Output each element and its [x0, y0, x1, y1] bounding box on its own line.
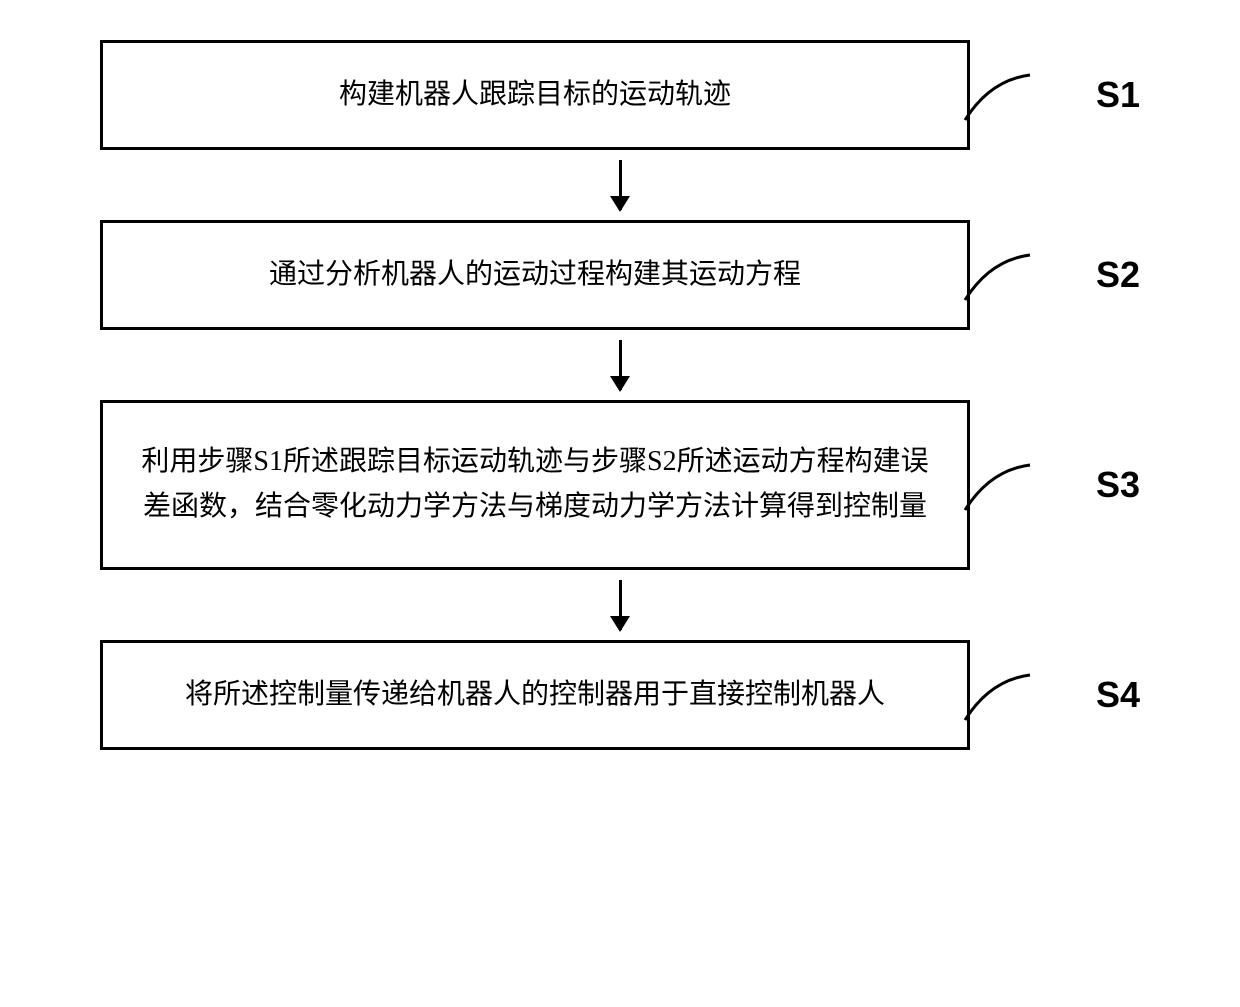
arrow-down-icon [619, 580, 622, 630]
curve-connector-icon [960, 245, 1050, 305]
flowchart-container: 构建机器人跟踪目标的运动轨迹 S1 通过分析机器人的运动过程构建其运动方程 S2… [100, 40, 1140, 750]
step-text: 构建机器人跟踪目标的运动轨迹 [339, 73, 731, 118]
label-container-s4: S4 [970, 674, 1140, 716]
step-row-s1: 构建机器人跟踪目标的运动轨迹 S1 [100, 40, 1140, 150]
label-container-s2: S2 [970, 254, 1140, 296]
step-text: 利用步骤S1所述跟踪目标运动轨迹与步骤S2所述运动方程构建误差函数，结合零化动力… [133, 440, 937, 530]
label-container-s1: S1 [970, 74, 1140, 116]
step-label: S3 [1096, 464, 1140, 506]
step-label: S2 [1096, 254, 1140, 296]
step-row-s4: 将所述控制量传递给机器人的控制器用于直接控制机器人 S4 [100, 640, 1140, 750]
step-box-s2: 通过分析机器人的运动过程构建其运动方程 [100, 220, 970, 330]
arrow-container [185, 330, 1055, 400]
arrow-down-icon [619, 160, 622, 210]
curve-connector-icon [960, 665, 1050, 725]
arrow-container [185, 150, 1055, 220]
step-label: S4 [1096, 674, 1140, 716]
step-box-s4: 将所述控制量传递给机器人的控制器用于直接控制机器人 [100, 640, 970, 750]
curve-connector-icon [960, 65, 1050, 125]
step-box-s3: 利用步骤S1所述跟踪目标运动轨迹与步骤S2所述运动方程构建误差函数，结合零化动力… [100, 400, 970, 570]
step-box-s1: 构建机器人跟踪目标的运动轨迹 [100, 40, 970, 150]
step-label: S1 [1096, 74, 1140, 116]
step-row-s3: 利用步骤S1所述跟踪目标运动轨迹与步骤S2所述运动方程构建误差函数，结合零化动力… [100, 400, 1140, 570]
arrow-down-icon [619, 340, 622, 390]
curve-connector-icon [960, 455, 1050, 515]
step-row-s2: 通过分析机器人的运动过程构建其运动方程 S2 [100, 220, 1140, 330]
step-text: 通过分析机器人的运动过程构建其运动方程 [269, 253, 801, 298]
step-text: 将所述控制量传递给机器人的控制器用于直接控制机器人 [185, 673, 885, 718]
arrow-container [185, 570, 1055, 640]
label-container-s3: S3 [970, 464, 1140, 506]
